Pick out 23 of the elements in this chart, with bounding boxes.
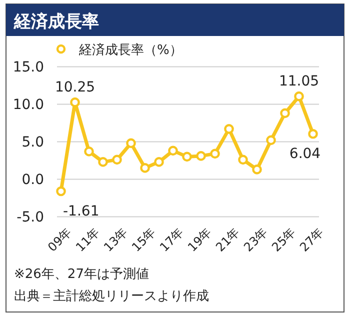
data-label: 11.05 bbox=[278, 73, 320, 90]
xtick: 13年 bbox=[101, 225, 130, 254]
ytick: 0.0 bbox=[22, 172, 44, 188]
xtick: 21年 bbox=[213, 225, 242, 254]
xtick: 11年 bbox=[73, 225, 102, 254]
xtick: 27年 bbox=[297, 225, 326, 254]
ytick: -5.0 bbox=[16, 210, 44, 226]
xtick: 19年 bbox=[185, 225, 214, 254]
data-label: 6.04 bbox=[289, 146, 321, 162]
ytick: 15.0 bbox=[12, 60, 44, 76]
xtick: 17年 bbox=[157, 225, 186, 254]
data-label: -1.61 bbox=[63, 203, 100, 220]
xtick: 23年 bbox=[241, 225, 270, 254]
xtick: 15年 bbox=[129, 225, 158, 254]
ytick: 10.0 bbox=[12, 97, 44, 114]
data-label: 10.25 bbox=[54, 79, 96, 96]
annotation: 出典＝主計総処リリースより作成 bbox=[14, 289, 209, 304]
xtick: 09年 bbox=[45, 225, 74, 254]
xtick: 25年 bbox=[269, 225, 298, 254]
legend-label: 経済成長率（%） bbox=[79, 43, 182, 58]
title: 経済成長率 bbox=[14, 12, 99, 32]
annotation: ※26年、27年は予測値 bbox=[14, 267, 149, 282]
ytick: 5.0 bbox=[22, 134, 44, 151]
